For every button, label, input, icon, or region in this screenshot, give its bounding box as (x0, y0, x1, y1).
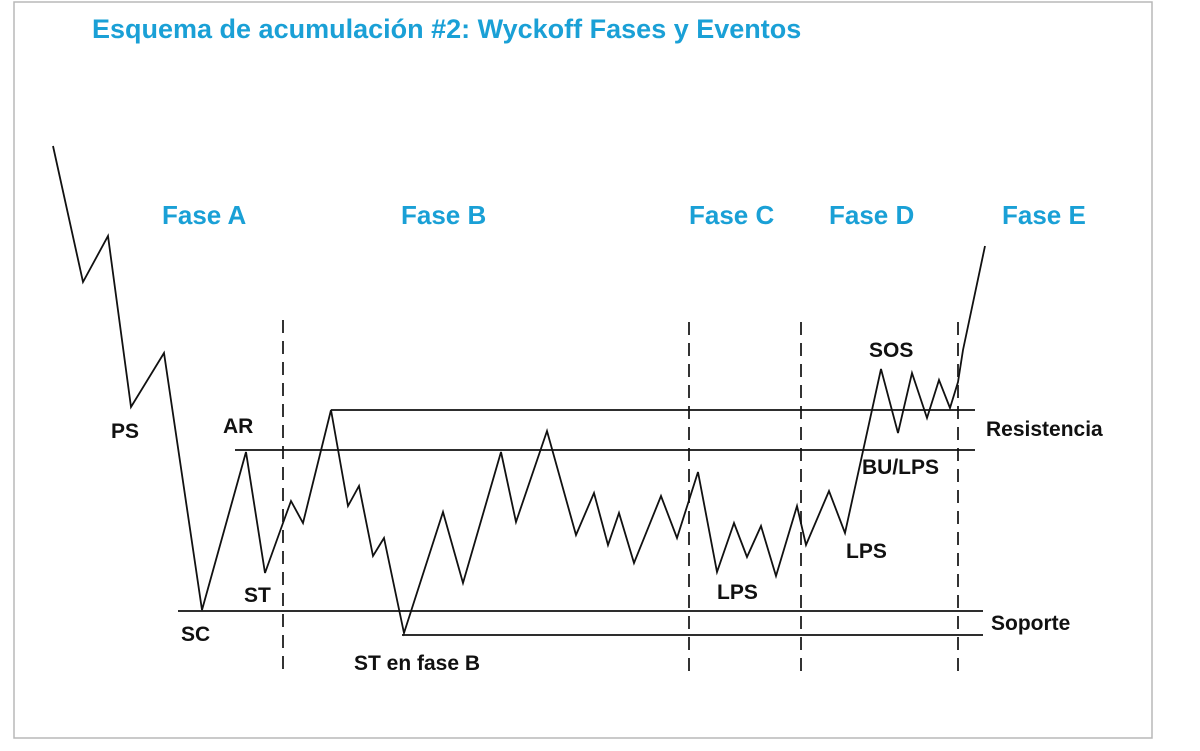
event-sos-label: SOS (869, 339, 913, 362)
event-lps-d-label: LPS (846, 540, 887, 563)
support-label: Soporte (991, 612, 1070, 635)
level-lines (178, 409, 983, 636)
diagram-title: Esquema de acumulación #2: Wyckoff Fases… (92, 14, 802, 44)
event-bu-lps-label: BU/LPS (862, 456, 939, 479)
event-st-label: ST (244, 584, 271, 607)
price-path (52, 145, 986, 637)
event-lps-c-label: LPS (717, 581, 758, 604)
phase-c-label: Fase C (689, 200, 774, 230)
event-sc-label: SC (181, 623, 210, 646)
diagram-border (13, 1, 1153, 739)
event-ar-label: AR (223, 415, 253, 438)
phase-d-label: Fase D (829, 200, 914, 230)
phase-b-label: Fase B (401, 200, 486, 230)
resistance-label: Resistencia (986, 418, 1103, 441)
event-st-phase-b-label: ST en fase B (354, 652, 480, 675)
phase-e-label: Fase E (1002, 200, 1086, 230)
phase-a-label: Fase A (162, 200, 247, 230)
event-ps-label: PS (111, 420, 139, 443)
phase-dividers (282, 320, 959, 676)
